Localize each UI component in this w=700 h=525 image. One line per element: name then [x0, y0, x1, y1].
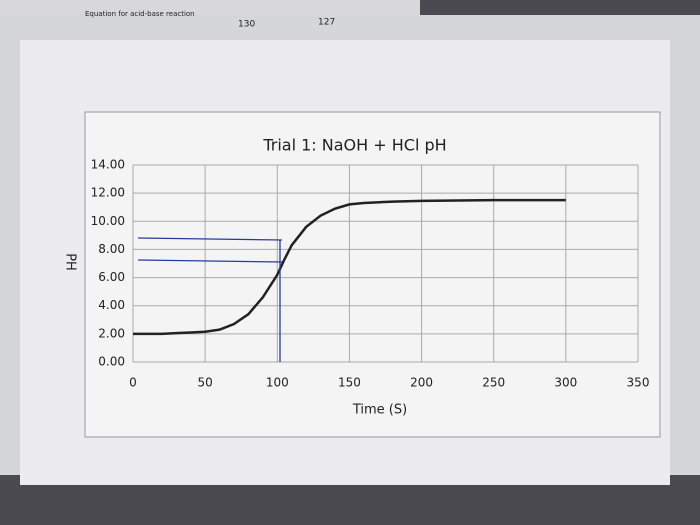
y-tick-label: 2.00 [98, 326, 125, 340]
x-tick-label: 0 [129, 376, 137, 390]
plot: 0.00 2.00 4.00 6.00 8.00 10.00 12.00 14.00 0 50 10… [91, 158, 650, 390]
chart-title: Trial 1: NaOH + HCl pH [262, 136, 446, 155]
x-tick-label: 50 [198, 376, 213, 390]
y-tick-label: 8.00 [98, 242, 125, 256]
x-tick-label: 350 [627, 376, 650, 390]
note: 130 [238, 20, 255, 30]
note: Equation for acid-base reaction [85, 10, 195, 18]
y-tick-label: 0.00 [98, 355, 125, 369]
y-tick-label: 12.00 [91, 186, 125, 200]
note: 127 [318, 18, 335, 28]
pen-line [137, 237, 283, 241]
y-tick-label: 6.00 [98, 270, 125, 284]
y-tick-label: 14.00 [91, 158, 125, 172]
x-axis-label: Time (S) [352, 403, 407, 418]
y-tick-label: 4.00 [98, 298, 125, 312]
x-tick-label: 100 [266, 376, 289, 390]
x-tick-label: 150 [338, 376, 361, 390]
x-tick-label: 200 [410, 376, 433, 390]
chart-frame [84, 111, 661, 438]
y-axis-label: PH [63, 253, 78, 271]
data-line [133, 198, 566, 336]
y-tick-label: 10.00 [91, 214, 125, 228]
x-tick-label: 250 [482, 376, 505, 390]
pen-line [137, 259, 283, 263]
x-tick-label: 300 [554, 376, 577, 390]
